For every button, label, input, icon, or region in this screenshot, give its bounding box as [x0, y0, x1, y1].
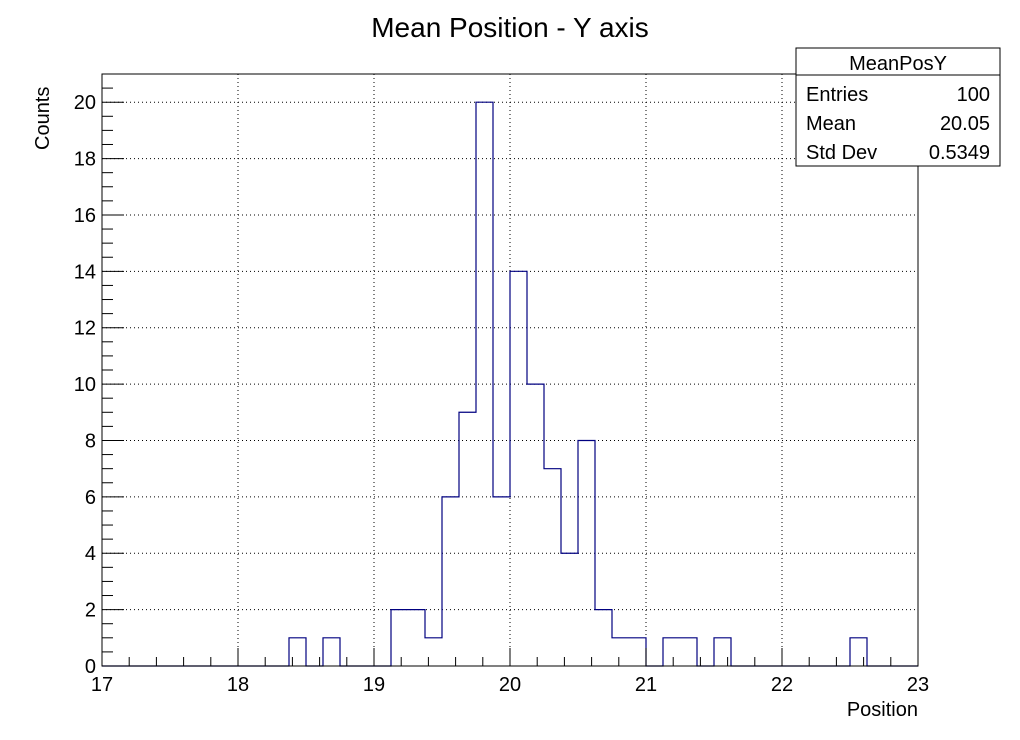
histogram-bin — [289, 638, 306, 666]
histogram-bin — [442, 497, 459, 666]
x-axis: 17 18 19 20 21 22 23 — [91, 648, 929, 696]
histogram-bin — [493, 497, 510, 666]
histogram-bin — [663, 638, 680, 666]
y-tick-label: 16 — [74, 205, 96, 227]
stats-box: MeanPosY Entries 100 Mean 20.05 Std Dev … — [795, 47, 1001, 167]
histogram-bin — [323, 638, 340, 666]
histogram-bin — [612, 638, 629, 666]
x-tick-label: 20 — [499, 674, 521, 696]
stats-value-stddev: 0.5349 — [929, 142, 990, 164]
x-tick-label: 17 — [91, 674, 113, 696]
y-tick-label: 8 — [85, 430, 96, 452]
x-tick-label: 21 — [635, 674, 657, 696]
x-axis-label: Position — [847, 699, 918, 721]
histogram-bin — [850, 638, 867, 666]
stats-value-entries: 100 — [957, 84, 990, 106]
y-tick-label: 6 — [85, 487, 96, 509]
stats-label-stddev: Std Dev — [806, 142, 877, 164]
histogram-bin — [544, 469, 561, 666]
y-axis-label: Counts — [32, 87, 54, 150]
stats-label-mean: Mean — [806, 113, 856, 135]
y-axis: 0 2 4 6 8 10 12 14 16 18 20 — [74, 73, 124, 678]
stats-value-mean: 20.05 — [940, 113, 990, 135]
y-tick-label: 0 — [85, 656, 96, 678]
y-tick-label: 4 — [85, 543, 96, 565]
histogram-bin — [714, 638, 731, 666]
y-tick-label: 12 — [74, 318, 96, 340]
histogram-bin — [510, 271, 527, 666]
y-tick-label: 14 — [74, 261, 96, 283]
histogram-bin — [425, 638, 442, 666]
histogram-bin — [391, 610, 408, 666]
histogram-bin — [527, 384, 544, 666]
histogram-bin — [680, 638, 697, 666]
x-tick-label: 19 — [363, 674, 385, 696]
histogram-bin — [459, 412, 476, 666]
chart-title: Mean Position - Y axis — [371, 12, 649, 43]
histogram-bin — [595, 610, 612, 666]
y-tick-label: 20 — [74, 92, 96, 114]
histogram-bin — [629, 638, 646, 666]
stats-box-name: MeanPosY — [849, 53, 947, 75]
x-tick-label: 18 — [227, 674, 249, 696]
y-tick-label: 18 — [74, 149, 96, 171]
x-tick-label: 23 — [907, 674, 929, 696]
y-tick-label: 10 — [74, 374, 96, 396]
histogram-bin — [561, 553, 578, 666]
y-tick-label: 2 — [85, 600, 96, 622]
stats-box-frame — [795, 47, 1001, 167]
x-tick-label: 22 — [771, 674, 793, 696]
stats-label-entries: Entries — [806, 84, 868, 106]
histogram-bin — [408, 610, 425, 666]
